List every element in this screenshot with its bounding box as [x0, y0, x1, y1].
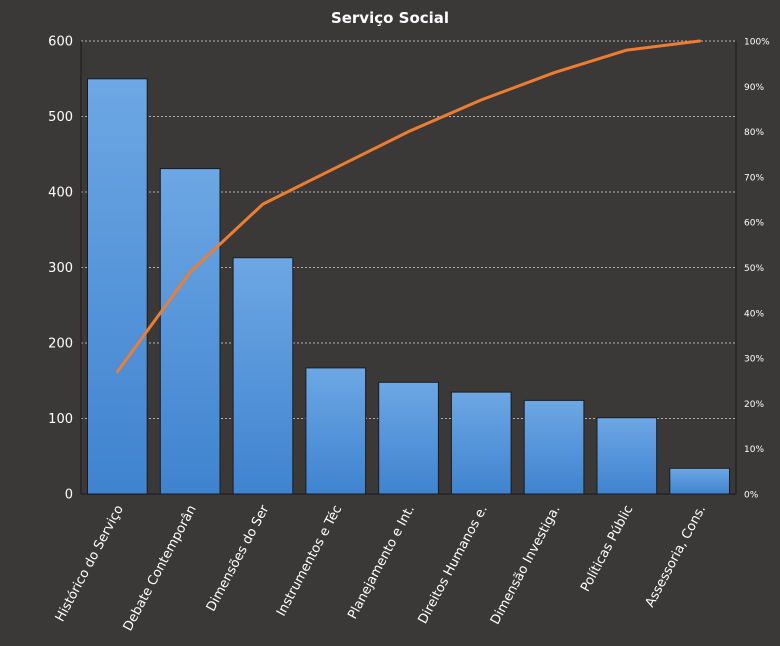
right-tick-label: 0%	[744, 491, 759, 501]
bar	[159, 168, 221, 495]
bar	[378, 381, 439, 495]
category-label: Dimensões do Ser	[204, 502, 273, 614]
left-tick-label: 300	[48, 261, 73, 276]
left-tick-label: 0	[65, 488, 73, 503]
right-tick-label: 100%	[744, 38, 770, 48]
axes	[80, 41, 737, 495]
right-tick-label: 90%	[744, 83, 764, 93]
right-tick-label: 30%	[744, 355, 764, 365]
category-label: Dimensão Investiga.	[488, 503, 564, 627]
left-tick-label: 500	[48, 110, 73, 125]
category-label: Histórico do Serviço	[53, 503, 127, 625]
right-tick-label: 10%	[744, 445, 764, 455]
category-label: Instrumentos e Téc	[274, 503, 345, 619]
right-tick-label: 60%	[744, 219, 764, 229]
chart-title: Serviço Social	[331, 9, 449, 27]
category-label: Políticas Públic	[578, 503, 636, 595]
right-tick-label: 50%	[744, 264, 764, 274]
right-axis-ticks: 0% 10% 20% 30% 40% 50% 60% 70% 80% 90% 100%	[744, 38, 770, 501]
bar	[450, 391, 512, 495]
left-axis-ticks: 0 100 200 300 400 500 600	[48, 35, 73, 503]
cumulative-line-series	[115, 39, 702, 374]
category-label: Planejamento e Int.	[345, 503, 418, 622]
right-tick-label: 40%	[744, 309, 764, 319]
right-tick-label: 20%	[744, 400, 764, 410]
bar-series	[87, 78, 730, 495]
cumulative-line	[115, 39, 702, 374]
bar	[305, 367, 367, 495]
left-tick-label: 100	[48, 412, 73, 427]
bar	[523, 399, 585, 495]
left-tick-label: 600	[48, 35, 73, 50]
category-label: Debate Contemporân	[121, 503, 200, 634]
bar	[596, 417, 658, 495]
right-tick-label: 70%	[744, 173, 764, 183]
right-tick-label: 80%	[744, 128, 764, 138]
left-tick-label: 400	[48, 186, 73, 201]
left-tick-label: 200	[48, 337, 73, 352]
bar	[669, 467, 730, 495]
category-label: Direitos Humanos e.	[416, 503, 491, 627]
category-label: Assessoria, Cons.	[643, 503, 709, 610]
bar	[232, 257, 294, 495]
bar	[87, 78, 148, 495]
